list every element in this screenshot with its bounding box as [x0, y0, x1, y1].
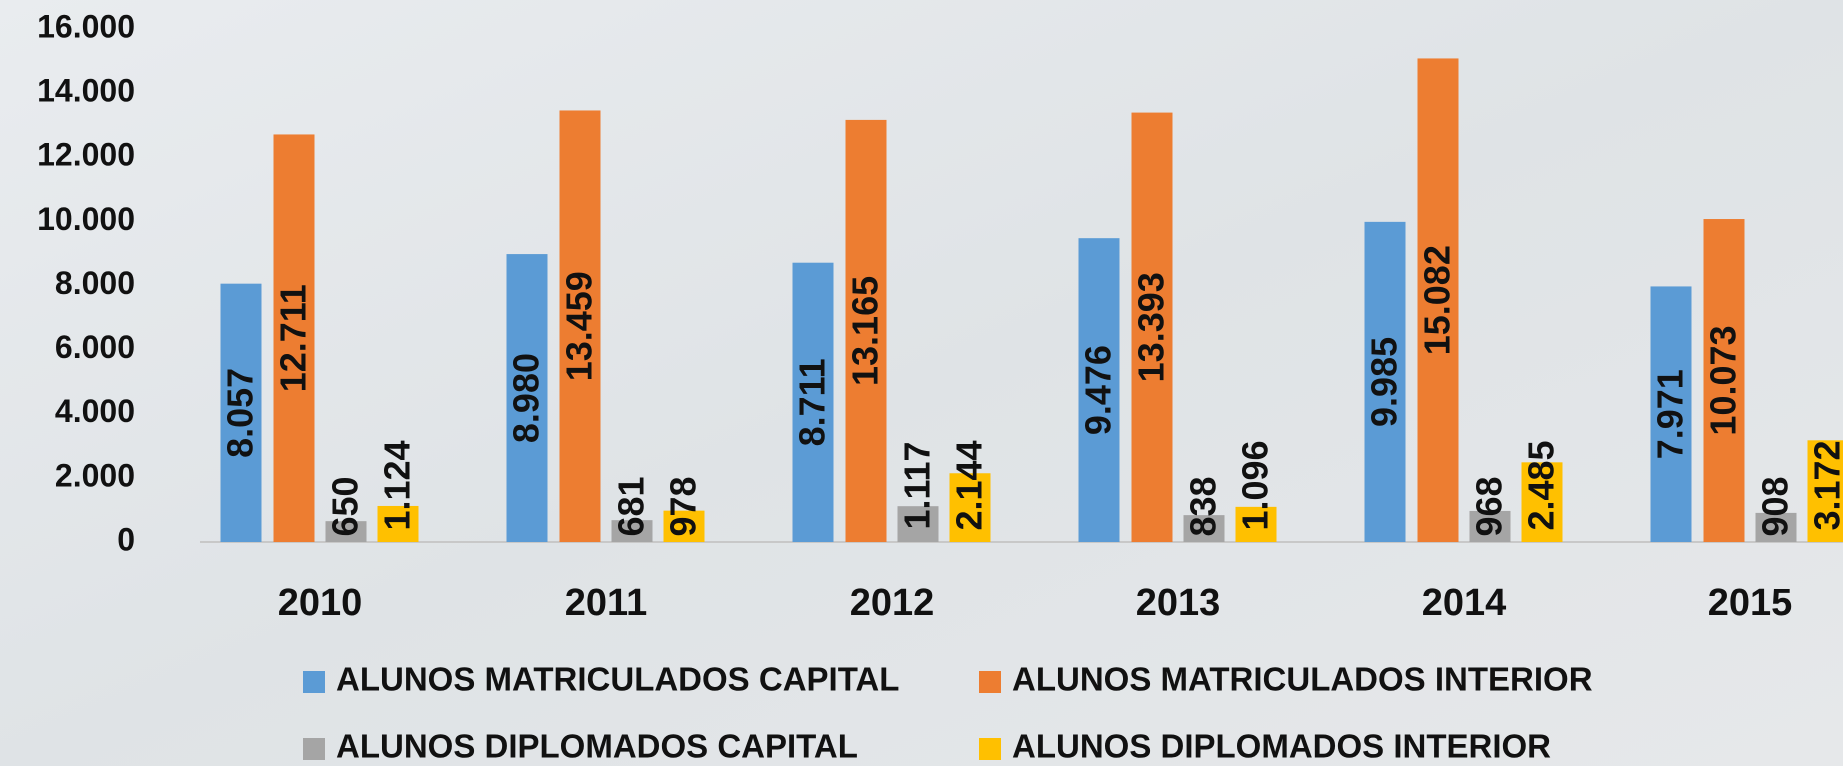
- bar: [377, 505, 419, 542]
- bar: [220, 283, 262, 542]
- bar: [1364, 221, 1406, 542]
- legend-swatch: [979, 738, 1001, 760]
- y-tick-label: 0: [117, 521, 135, 557]
- bar: [273, 134, 315, 543]
- data-label: 8.980: [506, 353, 547, 443]
- bar: [506, 254, 548, 543]
- bar: [1807, 440, 1843, 542]
- data-label: 8.057: [220, 368, 261, 458]
- bar: [845, 119, 887, 542]
- x-tick-label: 2011: [565, 582, 647, 624]
- x-tick-label: 2010: [278, 582, 363, 624]
- bar: [1235, 506, 1277, 542]
- data-label: 968: [1469, 476, 1510, 536]
- data-label: 838: [1183, 476, 1224, 536]
- y-tick-label: 12.000: [37, 137, 135, 173]
- data-label: 1.096: [1235, 440, 1276, 530]
- y-tick-label: 2.000: [55, 457, 135, 493]
- data-label: 8.711: [792, 358, 833, 446]
- y-tick-label: 14.000: [37, 73, 135, 109]
- legend-swatch: [979, 671, 1001, 693]
- data-label: 9.476: [1078, 345, 1119, 435]
- y-tick-label: 8.000: [55, 265, 135, 301]
- legend-label: ALUNOS DIPLOMADOS INTERIOR: [1012, 728, 1551, 765]
- data-label: 7.971: [1650, 369, 1691, 459]
- data-label: 13.165: [845, 276, 886, 386]
- data-label: 10.073: [1703, 325, 1744, 435]
- bar: [325, 521, 367, 542]
- bar: [1469, 510, 1511, 542]
- bar: [663, 510, 705, 542]
- data-label: 13.393: [1131, 272, 1172, 382]
- legend-swatch: [303, 671, 325, 693]
- bar: [1703, 219, 1745, 543]
- data-label: 650: [325, 476, 366, 536]
- data-label: 12.711: [273, 284, 314, 392]
- data-label: 681: [611, 476, 652, 536]
- bar: [611, 520, 653, 542]
- x-tick-label: 2013: [1136, 582, 1221, 624]
- legend-swatch: [303, 738, 325, 760]
- bar: [1078, 238, 1120, 542]
- bar: [1183, 515, 1225, 542]
- x-tick-label: 2014: [1422, 582, 1507, 624]
- y-tick-label: 4.000: [55, 393, 135, 429]
- data-label: 2.144: [949, 440, 990, 530]
- data-label: 978: [663, 476, 704, 536]
- bar: [1521, 462, 1563, 542]
- bar: [897, 506, 939, 542]
- data-label: 3.172: [1807, 440, 1843, 530]
- data-label: 1.124: [377, 440, 418, 530]
- data-label: 9.985: [1364, 337, 1405, 427]
- bar: [1131, 112, 1173, 542]
- bar: [1755, 512, 1797, 542]
- bar: [792, 262, 834, 542]
- data-label: 13.459: [559, 271, 600, 381]
- bar: [1650, 286, 1692, 542]
- legend-label: ALUNOS MATRICULADOS CAPITAL: [336, 661, 899, 698]
- x-tick-label: 2015: [1708, 582, 1793, 624]
- bar: [559, 110, 601, 542]
- data-label: 15.082: [1417, 245, 1458, 355]
- x-tick-label: 2012: [850, 582, 935, 624]
- data-label: 2.485: [1521, 440, 1562, 530]
- y-tick-label: 6.000: [55, 329, 135, 365]
- y-tick-label: 10.000: [37, 201, 135, 237]
- legend-label: ALUNOS DIPLOMADOS CAPITAL: [336, 728, 858, 765]
- legend-label: ALUNOS MATRICULADOS INTERIOR: [1012, 661, 1593, 698]
- bar: [1417, 58, 1459, 542]
- y-tick-label: 16.000: [37, 8, 135, 44]
- bar: [949, 473, 991, 542]
- data-label: 908: [1755, 476, 1796, 536]
- data-label: 1.117: [897, 441, 938, 529]
